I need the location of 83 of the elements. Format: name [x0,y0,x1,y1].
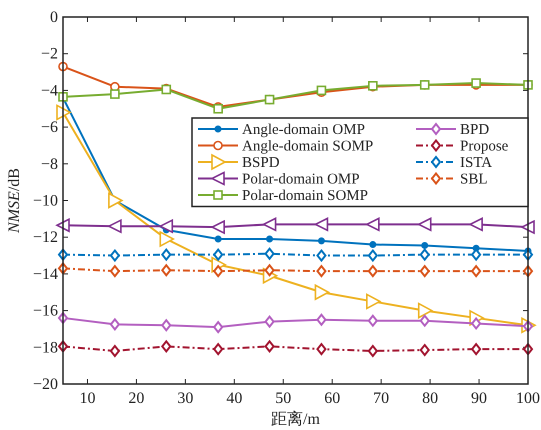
point [316,314,326,326]
point [318,237,325,244]
point [110,344,120,357]
y-tick-label: −6 [40,119,58,136]
legend-label: ISTA [460,155,492,171]
x-tick-label: 90 [471,390,488,407]
point [110,265,120,278]
point [110,318,120,330]
y-tick-label: −4 [40,82,58,100]
point [159,219,174,233]
legend-label: Propose [460,138,509,154]
point [264,316,275,328]
point [418,218,432,232]
point [366,218,380,232]
point [161,340,172,352]
y-tick-label: −2 [40,46,58,63]
point [418,302,433,318]
point [420,314,430,327]
point [110,250,120,262]
y-axis-title: NMSE/dB [6,168,23,234]
point [471,343,482,356]
legend-label: Angle-domain OMP [242,122,365,138]
point [110,89,120,99]
point [420,265,430,278]
x-tick-label: 20 [128,390,144,407]
point [368,344,378,357]
point [159,231,174,247]
legend-label: SBL [460,172,488,188]
point [368,265,378,278]
point [316,265,326,278]
point [214,236,222,243]
legend-label: BSPD [242,155,280,171]
x-tick-label: 30 [177,390,194,407]
y-tick-label: −10 [32,192,58,210]
y-tick-label: 0 [50,9,58,26]
x-tick-label: 40 [226,390,242,407]
point [211,220,225,234]
point [421,242,428,249]
point [161,264,172,276]
x-tick-label: 80 [422,390,438,407]
point [420,344,430,356]
legend-label: Polar-domain SOMP [242,188,368,204]
point [161,248,172,261]
point [213,343,224,356]
point [316,250,326,262]
x-tick-label: 50 [275,390,292,407]
point [264,340,275,352]
x-tick-label: 100 [516,390,540,407]
point [161,319,172,332]
point [213,248,224,261]
point [266,236,274,243]
point [264,248,275,260]
point [314,284,330,300]
point [469,218,483,232]
y-tick-label: −18 [32,339,58,356]
point [262,218,276,232]
point [314,218,328,232]
legend-label: BPD [460,122,490,138]
y-tick-label: −14 [32,266,58,283]
point [521,220,535,234]
point [108,192,123,208]
point [471,265,482,278]
legend-label: Polar-domain OMP [242,172,360,188]
point [368,250,378,262]
y-tick-label: −20 [32,376,58,393]
point [366,294,381,310]
point [213,321,224,334]
point [108,219,122,233]
point [316,343,326,356]
point [56,218,70,232]
point [420,248,430,261]
y-tick-label: −16 [32,302,58,320]
point [56,104,71,120]
y-tick-label: −8 [40,156,58,173]
point [369,241,376,248]
point [368,314,378,327]
x-tick-label: 10 [79,390,96,407]
point [213,265,224,278]
y-tick-label: −12 [32,229,58,246]
x-tick-label: 70 [373,390,390,407]
x-axis-title: 距离/m [271,410,320,428]
legend-label: Angle-domain SOMP [242,138,374,154]
x-tick-label: 60 [324,390,340,407]
